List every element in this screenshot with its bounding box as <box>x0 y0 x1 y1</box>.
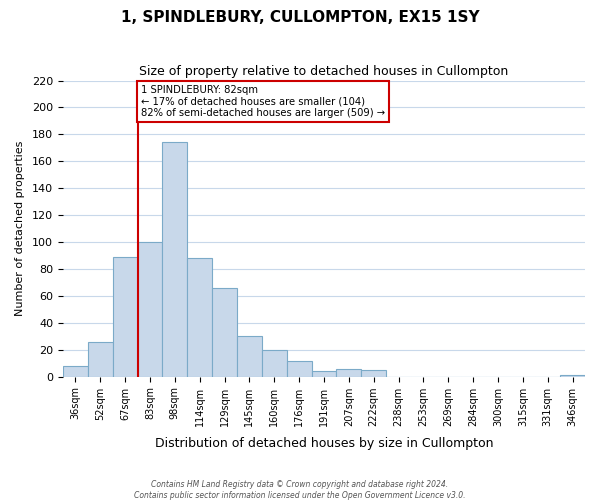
Bar <box>212 288 237 376</box>
Text: Contains HM Land Registry data © Crown copyright and database right 2024.
Contai: Contains HM Land Registry data © Crown c… <box>134 480 466 500</box>
Bar <box>311 372 337 376</box>
Bar <box>337 368 361 376</box>
Bar <box>262 350 287 376</box>
Text: 1 SPINDLEBURY: 82sqm
← 17% of detached houses are smaller (104)
82% of semi-deta: 1 SPINDLEBURY: 82sqm ← 17% of detached h… <box>141 84 385 118</box>
Bar <box>237 336 262 376</box>
Y-axis label: Number of detached properties: Number of detached properties <box>15 141 25 316</box>
Text: 1, SPINDLEBURY, CULLOMPTON, EX15 1SY: 1, SPINDLEBURY, CULLOMPTON, EX15 1SY <box>121 10 479 25</box>
Bar <box>163 142 187 376</box>
Title: Size of property relative to detached houses in Cullompton: Size of property relative to detached ho… <box>139 65 509 78</box>
Bar <box>187 258 212 376</box>
Bar <box>88 342 113 376</box>
Bar <box>287 360 311 376</box>
Bar <box>63 366 88 376</box>
Bar <box>113 257 137 376</box>
X-axis label: Distribution of detached houses by size in Cullompton: Distribution of detached houses by size … <box>155 437 493 450</box>
Bar <box>137 242 163 376</box>
Bar <box>361 370 386 376</box>
